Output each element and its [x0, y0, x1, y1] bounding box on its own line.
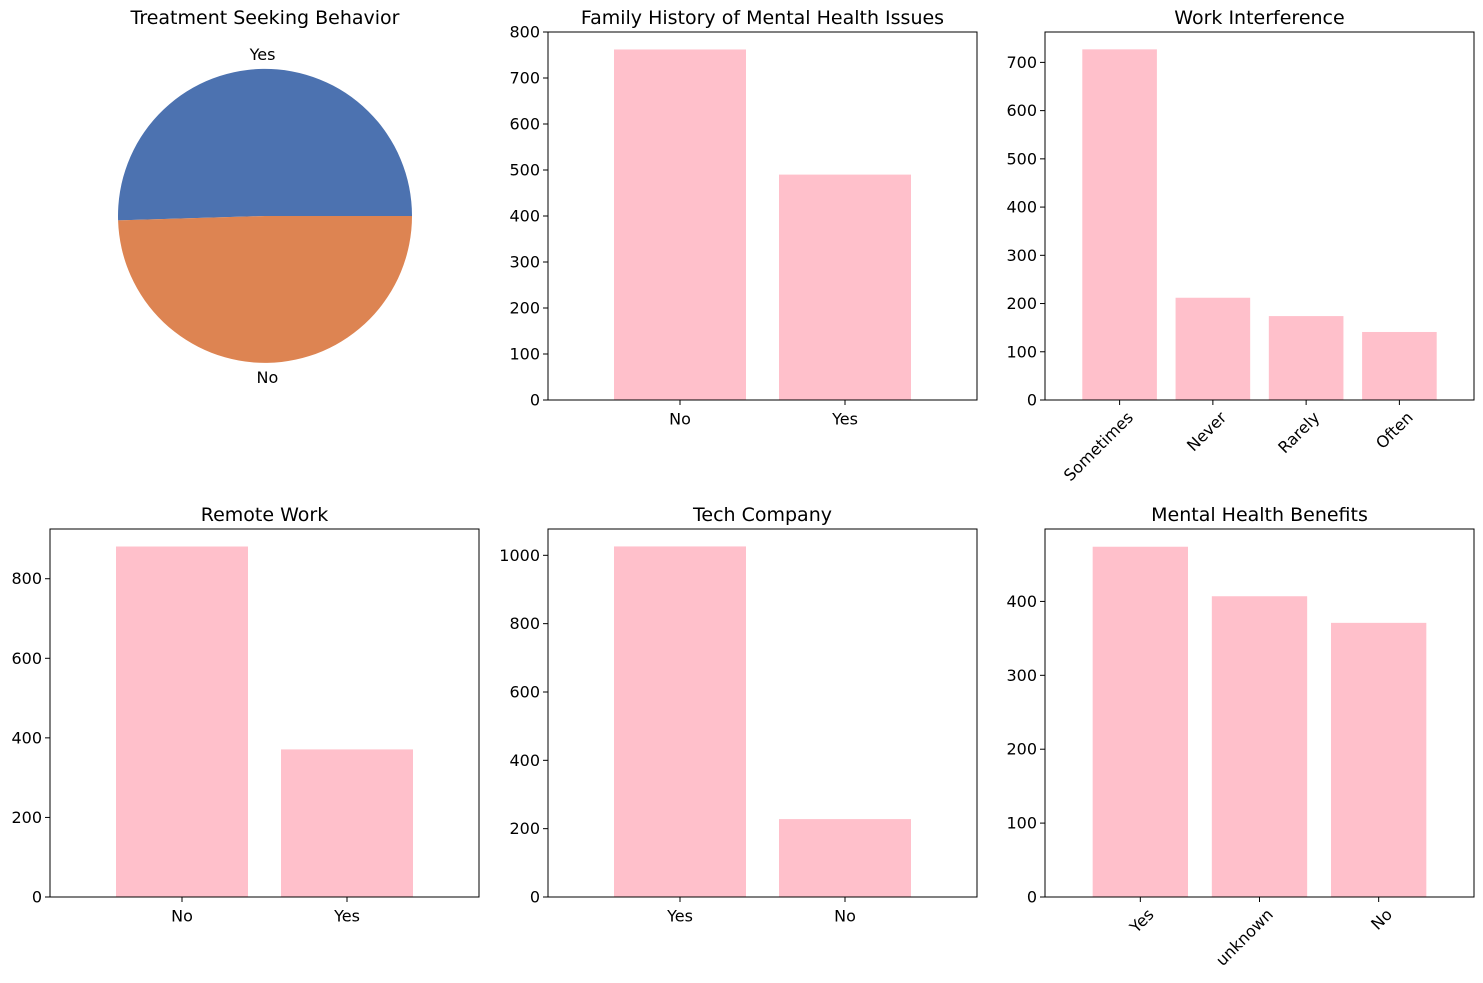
y-tick-label: 400: [1006, 592, 1037, 611]
x-tick-label: No: [669, 410, 691, 429]
bar: [1331, 622, 1427, 897]
bar: [1175, 297, 1251, 400]
x-tick-label: No: [171, 907, 193, 926]
y-tick-label: 400: [11, 728, 42, 747]
chart-panel-1: Treatment Seeking Behavior Yes No: [118, 7, 413, 387]
y-tick-label: 800: [509, 23, 540, 42]
bar: [779, 174, 911, 400]
x-tick-label: Yes: [831, 410, 858, 429]
chart-title: Tech Company: [692, 504, 832, 526]
y-tick-label: 1000: [499, 546, 540, 565]
y-tick-label: 200: [1006, 740, 1037, 759]
y-tick-label: 0: [1027, 888, 1037, 907]
y-tick-label: 200: [509, 299, 540, 318]
x-tick-label: Yes: [333, 907, 360, 926]
axes-frame: [1044, 31, 1475, 401]
y-tick-label: 600: [1006, 101, 1037, 120]
bar: [281, 749, 413, 897]
y-tick-label: 300: [1006, 666, 1037, 685]
chart-title: Family History of Mental Health Issues: [581, 7, 944, 29]
y-tick-label: 200: [11, 808, 42, 827]
bar: [116, 546, 248, 897]
chart-title: Remote Work: [201, 504, 328, 526]
y-tick-label: 400: [1006, 198, 1037, 217]
y-tick-label: 0: [32, 888, 42, 907]
y-tick-label: 500: [1006, 149, 1037, 168]
y-tick-label: 600: [509, 682, 540, 701]
chart-panel-2: Family History of Mental Health Issues 0 1…: [509, 7, 978, 429]
bar: [614, 49, 746, 400]
y-tick-label: 0: [530, 888, 540, 907]
y-tick-label: 100: [1006, 342, 1037, 361]
axes-frame: [49, 528, 480, 898]
chart-title: Work Interference: [1174, 7, 1344, 29]
pie-slice-no: [118, 216, 412, 363]
y-tick-label: 400: [509, 751, 540, 770]
bar: [1268, 316, 1344, 400]
axes-frame: [547, 31, 978, 401]
y-tick-label: 0: [530, 391, 540, 410]
chart-title: Mental Health Benefits: [1151, 504, 1368, 526]
pie-slice-yes: [118, 68, 413, 221]
y-tick-label: 100: [509, 345, 540, 364]
y-tick-label: 800: [11, 569, 42, 588]
y-tick-label: 300: [1006, 246, 1037, 265]
y-tick-label: 200: [509, 819, 540, 838]
y-tick-label: 600: [11, 649, 42, 668]
chart-title: Treatment Seeking Behavior: [130, 7, 400, 29]
pie-label: No: [257, 368, 279, 387]
y-tick-label: 700: [1006, 53, 1037, 72]
y-tick-label: 500: [509, 161, 540, 180]
y-tick-label: 600: [509, 115, 540, 134]
bar: [1362, 331, 1437, 400]
axes-frame: [547, 528, 978, 898]
y-tick-label: 400: [509, 207, 540, 226]
bar: [1082, 49, 1157, 401]
pie-label: Yes: [249, 45, 276, 64]
x-tick-label: Yes: [666, 907, 693, 926]
bar: [1211, 596, 1308, 897]
bar: [779, 819, 911, 897]
y-tick-label: 700: [509, 69, 540, 88]
x-tick-label: No: [834, 907, 856, 926]
chart-panel-5: Tech Company 0 200 400 600 800 1000 Yes No: [499, 504, 978, 926]
chart-panel-4: Remote Work 0 200 400 600 800 No Yes: [11, 504, 480, 926]
axes-frame: [1044, 528, 1475, 898]
y-tick-label: 800: [509, 614, 540, 633]
bar: [614, 546, 746, 897]
y-tick-label: 300: [509, 253, 540, 272]
bar: [1092, 546, 1188, 897]
y-tick-label: 100: [1006, 814, 1037, 833]
y-tick-label: 0: [1027, 391, 1037, 410]
y-tick-label: 200: [1006, 294, 1037, 313]
